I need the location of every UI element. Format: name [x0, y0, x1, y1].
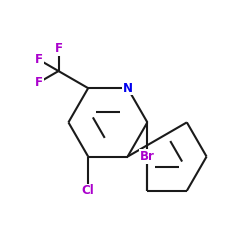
Text: F: F	[35, 53, 43, 66]
Text: F: F	[35, 76, 43, 89]
Text: F: F	[54, 42, 62, 55]
Text: Cl: Cl	[82, 184, 94, 197]
Text: Br: Br	[140, 150, 155, 163]
Text: N: N	[123, 82, 133, 95]
